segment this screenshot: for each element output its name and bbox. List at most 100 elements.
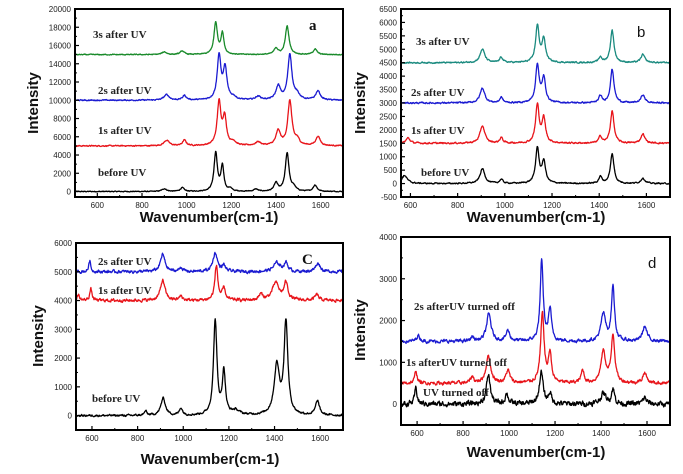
y-tick-label-a: 10000 bbox=[49, 96, 72, 105]
series-label-d-0: UV turned off bbox=[423, 387, 489, 399]
y-tick-label-b: 6000 bbox=[379, 18, 397, 27]
y-tick-label-a: 14000 bbox=[49, 60, 72, 69]
y-tick-label-c: 5000 bbox=[54, 268, 72, 277]
series-label-c-0: before UV bbox=[92, 393, 140, 405]
x-tick-label-c: 1000 bbox=[174, 434, 192, 443]
series-label-b-0: before UV bbox=[421, 167, 469, 179]
series-label-a-2: 2s after UV bbox=[98, 85, 152, 97]
series-line-a-2 bbox=[74, 52, 344, 102]
x-tick-label-d: 1400 bbox=[592, 429, 610, 438]
y-tick-label-c: 0 bbox=[68, 412, 73, 421]
x-axis-title-b: Wavenumber(cm-1) bbox=[467, 209, 606, 226]
x-tick-label-d: 800 bbox=[456, 429, 470, 438]
series-line-a-0 bbox=[74, 150, 343, 193]
x-tick-label-b: 1400 bbox=[590, 201, 608, 210]
series-label-b-1: 1s after UV bbox=[411, 125, 465, 137]
x-tick-label-d: 1600 bbox=[638, 429, 656, 438]
y-axis-title-b: Intensity bbox=[352, 72, 369, 134]
panel-letter-b: b bbox=[637, 24, 645, 41]
y-tick-label-b: 4000 bbox=[379, 72, 397, 81]
y-tick-label-b: 0 bbox=[393, 180, 398, 189]
panel-letter-c: C bbox=[302, 252, 313, 268]
series-line-b-1 bbox=[400, 102, 671, 145]
panel-d: 600 800 1000 1200 1400 160001000200030004000 … bbox=[352, 233, 671, 461]
series-line-c-1 bbox=[75, 264, 344, 304]
x-tick-label-a: 800 bbox=[135, 201, 149, 210]
y-tick-label-d: 2000 bbox=[379, 317, 397, 326]
x-tick-label-c: 1200 bbox=[220, 434, 238, 443]
series-line-b-2 bbox=[400, 62, 670, 105]
panel-letter-d: d bbox=[648, 255, 656, 272]
x-tick-label-c: 800 bbox=[131, 434, 145, 443]
y-tick-label-c: 6000 bbox=[54, 239, 72, 248]
y-tick-label-b: 1000 bbox=[379, 153, 397, 162]
x-tick-label-c: 1400 bbox=[266, 434, 284, 443]
series-label-c-1: 1s after UV bbox=[98, 285, 152, 297]
panel-letter-a: a bbox=[309, 18, 317, 34]
x-tick-label-a: 1600 bbox=[312, 201, 330, 210]
x-tick-label-d: 1200 bbox=[546, 429, 564, 438]
x-tick-label-d: 600 bbox=[410, 429, 424, 438]
series-line-b-3 bbox=[400, 23, 671, 65]
y-tick-label-b: 1500 bbox=[379, 139, 397, 148]
y-axis-title-d: Intensity bbox=[352, 299, 369, 361]
series-label-a-3: 3s after UV bbox=[93, 29, 147, 41]
series-label-d-1: 1s afterUV turned off bbox=[406, 357, 507, 369]
y-tick-label-b: 5000 bbox=[379, 45, 397, 54]
series-line-d-1 bbox=[400, 310, 671, 386]
y-tick-label-c: 1000 bbox=[54, 383, 72, 392]
y-tick-label-b: 3000 bbox=[379, 99, 397, 108]
series-line-c-2 bbox=[75, 251, 344, 275]
y-tick-label-c: 3000 bbox=[54, 325, 72, 334]
series-line-a-3 bbox=[74, 20, 343, 56]
plot-frame-d bbox=[400, 236, 671, 426]
panel-c: 600 800 1000 1200 1400 1600 0 1000 2000 3000 4000 5… bbox=[30, 239, 344, 468]
series-label-b-2: 2s after UV bbox=[411, 87, 465, 99]
plot-frame-c bbox=[75, 242, 344, 431]
y-tick-label-b: 2500 bbox=[379, 112, 397, 121]
y-tick-label-d: 4000 bbox=[379, 233, 397, 242]
x-tick-label-a: 1400 bbox=[267, 201, 285, 210]
y-tick-label-d: 3000 bbox=[379, 275, 397, 284]
y-tick-label-a: 2000 bbox=[53, 169, 71, 178]
y-tick-label-b: 4500 bbox=[379, 59, 397, 68]
y-tick-label-b: 5500 bbox=[379, 32, 397, 41]
series-label-c-2: 2s after UV bbox=[98, 256, 152, 268]
x-axis-title-a: Wavenumber(cm-1) bbox=[140, 209, 279, 226]
series-line-b-0 bbox=[400, 145, 670, 185]
y-tick-label-a: 20000 bbox=[49, 5, 72, 14]
y-axis-title-a: Intensity bbox=[25, 72, 42, 134]
x-tick-label-a: 600 bbox=[91, 201, 105, 210]
series-line-c-0 bbox=[75, 318, 344, 418]
x-tick-label-c: 600 bbox=[85, 434, 99, 443]
series-label-a-0: before UV bbox=[98, 167, 146, 179]
y-tick-label-b: 3500 bbox=[379, 86, 397, 95]
y-tick-label-b: 6500 bbox=[379, 5, 397, 14]
series-line-a-1 bbox=[74, 98, 343, 148]
x-tick-label-b: 1000 bbox=[496, 201, 514, 210]
y-tick-label-a: 0 bbox=[67, 188, 72, 197]
series-line-d-2 bbox=[400, 258, 671, 345]
series-line-d-0 bbox=[400, 369, 670, 408]
panel-b: 600 800 1000 1200 1400 1600 -500 0 500 1000 1500 20… bbox=[352, 5, 671, 226]
y-tick-label-c: 2000 bbox=[54, 354, 72, 363]
y-tick-label-a: 12000 bbox=[49, 78, 72, 87]
series-label-d-2: 2s afterUV turned off bbox=[414, 301, 515, 313]
y-tick-label-a: 16000 bbox=[49, 42, 72, 51]
x-axis-title-c: Wavenumber(cm-1) bbox=[141, 451, 280, 468]
x-axis-title-d: Wavenumber(cm-1) bbox=[467, 444, 606, 461]
x-tick-label-b: 1600 bbox=[638, 201, 656, 210]
y-axis-title-c: Intensity bbox=[30, 305, 47, 367]
series-label-a-1: 1s after UV bbox=[98, 125, 152, 137]
series-label-b-3: 3s after UV bbox=[416, 36, 470, 48]
y-tick-label-d: 1000 bbox=[379, 358, 397, 367]
x-tick-label-b: 600 bbox=[404, 201, 418, 210]
y-tick-label-b: -500 bbox=[381, 193, 398, 202]
y-tick-label-a: 8000 bbox=[53, 115, 71, 124]
y-tick-label-c: 4000 bbox=[54, 297, 72, 306]
y-tick-label-b: 2000 bbox=[379, 126, 397, 135]
y-tick-label-b: 500 bbox=[384, 166, 398, 175]
x-tick-label-d: 1000 bbox=[500, 429, 518, 438]
x-tick-label-c: 1600 bbox=[311, 434, 329, 443]
